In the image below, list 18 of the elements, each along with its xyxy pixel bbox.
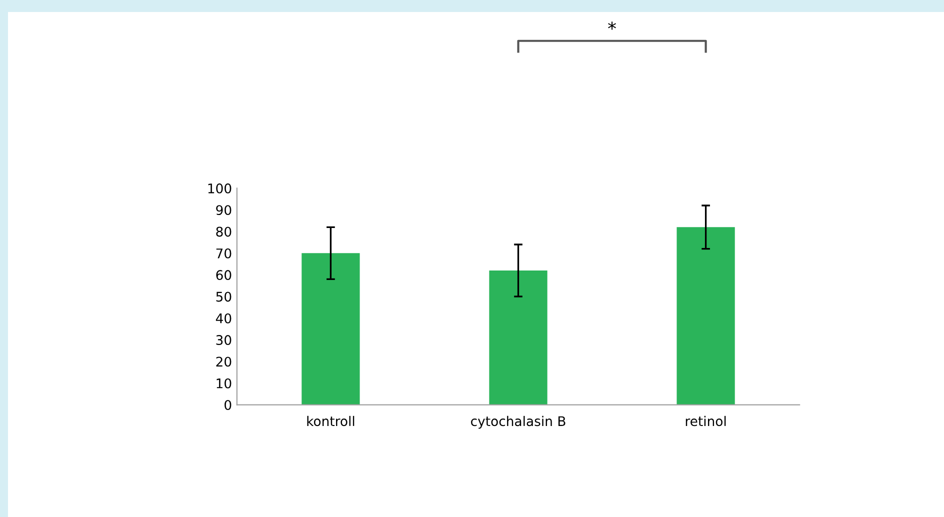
y-tick-label: 70 bbox=[216, 248, 232, 258]
bar bbox=[676, 227, 735, 405]
y-tick-label: 80 bbox=[216, 226, 232, 237]
x-tick-label: kontroll bbox=[307, 416, 354, 426]
y-tick-label: 100 bbox=[208, 183, 232, 194]
y-tick-label: 50 bbox=[216, 292, 232, 302]
bar bbox=[302, 253, 360, 405]
y-tick-label: 90 bbox=[216, 205, 232, 216]
y-tick-label: 60 bbox=[216, 270, 232, 280]
y-tick-label: 20 bbox=[216, 356, 232, 367]
y-tick-label: 40 bbox=[216, 313, 232, 324]
y-tick-label: 30 bbox=[216, 335, 232, 346]
bar bbox=[489, 270, 548, 405]
x-tick-label: cytochalasin B bbox=[471, 416, 566, 429]
y-tick-label: 0 bbox=[224, 400, 232, 410]
text: * bbox=[608, 22, 616, 30]
x-tick-label: retinol bbox=[686, 416, 726, 426]
y-tick-label: 10 bbox=[216, 378, 232, 388]
